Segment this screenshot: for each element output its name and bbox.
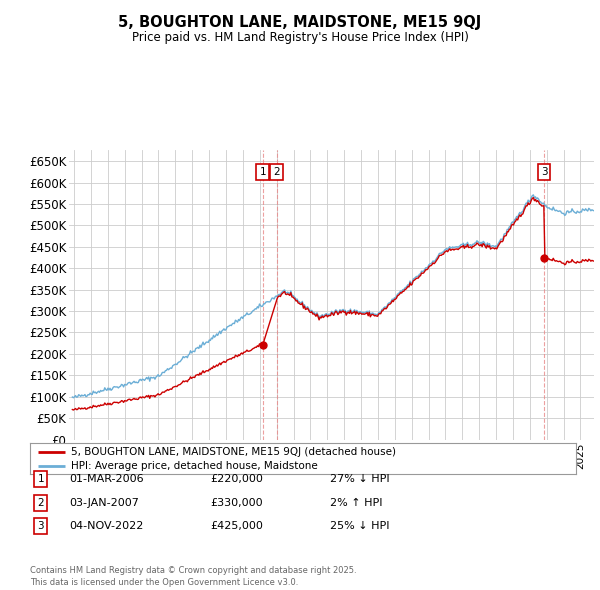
Text: 2: 2 bbox=[37, 498, 44, 507]
Text: 3: 3 bbox=[541, 167, 547, 177]
Text: 25% ↓ HPI: 25% ↓ HPI bbox=[330, 522, 389, 531]
Text: £330,000: £330,000 bbox=[210, 498, 263, 507]
Text: 2: 2 bbox=[274, 167, 280, 177]
Text: 03-JAN-2007: 03-JAN-2007 bbox=[69, 498, 139, 507]
Text: 5, BOUGHTON LANE, MAIDSTONE, ME15 9QJ: 5, BOUGHTON LANE, MAIDSTONE, ME15 9QJ bbox=[118, 15, 482, 30]
Text: 5, BOUGHTON LANE, MAIDSTONE, ME15 9QJ (detached house): 5, BOUGHTON LANE, MAIDSTONE, ME15 9QJ (d… bbox=[71, 447, 396, 457]
Text: 3: 3 bbox=[37, 522, 44, 531]
Text: £220,000: £220,000 bbox=[210, 474, 263, 484]
Text: £425,000: £425,000 bbox=[210, 522, 263, 531]
Text: Price paid vs. HM Land Registry's House Price Index (HPI): Price paid vs. HM Land Registry's House … bbox=[131, 31, 469, 44]
Text: HPI: Average price, detached house, Maidstone: HPI: Average price, detached house, Maid… bbox=[71, 461, 318, 471]
Text: 1: 1 bbox=[259, 167, 266, 177]
Text: 01-MAR-2006: 01-MAR-2006 bbox=[69, 474, 143, 484]
Text: 2% ↑ HPI: 2% ↑ HPI bbox=[330, 498, 383, 507]
Text: 1: 1 bbox=[37, 474, 44, 484]
Text: Contains HM Land Registry data © Crown copyright and database right 2025.
This d: Contains HM Land Registry data © Crown c… bbox=[30, 566, 356, 587]
Text: 04-NOV-2022: 04-NOV-2022 bbox=[69, 522, 143, 531]
Text: 27% ↓ HPI: 27% ↓ HPI bbox=[330, 474, 389, 484]
